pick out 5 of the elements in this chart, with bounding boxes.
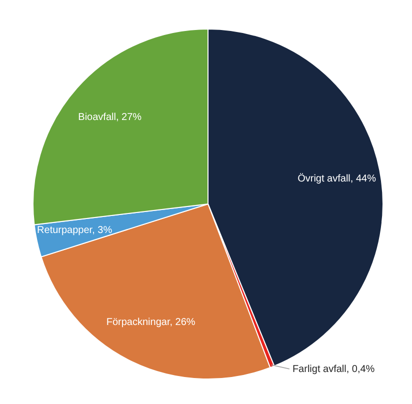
slice-label: Returpapper, 3% <box>37 224 112 236</box>
slice-label: Farligt avfall, 0,4% <box>292 364 375 375</box>
slice-label: Förpackningar, 26% <box>106 317 196 328</box>
slice-label: Bioavfall, 27% <box>78 112 142 123</box>
slice-label: Övrigt avfall, 44% <box>298 172 376 185</box>
